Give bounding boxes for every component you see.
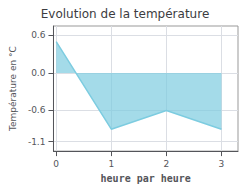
svg-text:Evolution de la température: Evolution de la température bbox=[41, 7, 210, 21]
svg-text:0.0: 0.0 bbox=[31, 68, 46, 78]
svg-text:3: 3 bbox=[219, 159, 225, 169]
svg-text:2: 2 bbox=[164, 159, 170, 169]
svg-text:1: 1 bbox=[108, 159, 114, 169]
svg-text:0.6: 0.6 bbox=[31, 30, 46, 40]
svg-text:-0.6: -0.6 bbox=[28, 105, 46, 115]
svg-text:heure par heure: heure par heure bbox=[101, 173, 191, 184]
svg-text:0: 0 bbox=[53, 159, 59, 169]
svg-text:-1.1: -1.1 bbox=[28, 137, 46, 147]
svg-text:Température en °C: Température en °C bbox=[8, 46, 18, 132]
